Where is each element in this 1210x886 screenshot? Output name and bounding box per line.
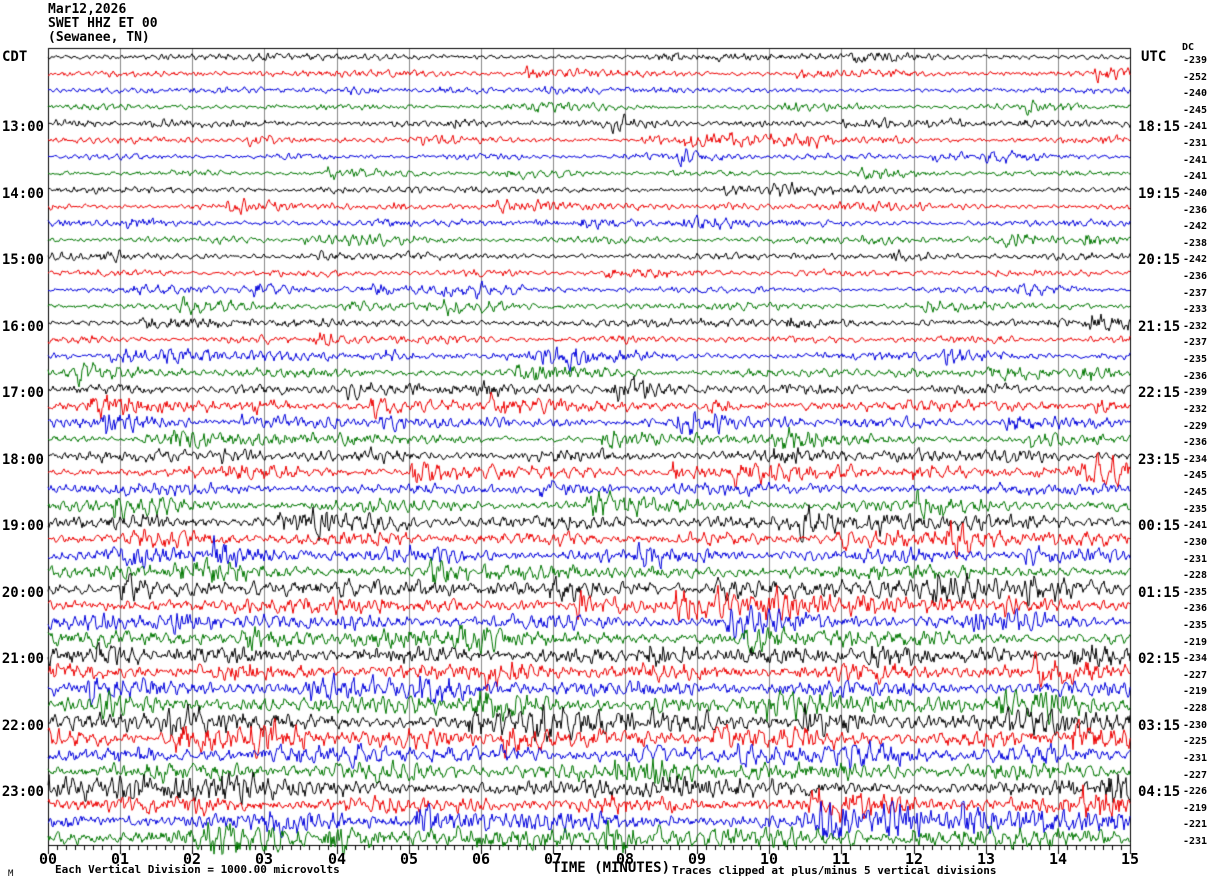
minute-label-03: 03 bbox=[254, 850, 274, 868]
dc-value-row-7: -241 bbox=[1183, 171, 1208, 182]
dc-value-row-40: -230 bbox=[1183, 720, 1208, 731]
utc-label-21:15: 21:15 bbox=[1138, 319, 1181, 335]
minute-label-05: 05 bbox=[399, 850, 419, 868]
cdt-label-13:00: 13:00 bbox=[1, 119, 44, 135]
dc-value-row-16: -232 bbox=[1183, 321, 1208, 332]
dc-value-row-18: -235 bbox=[1183, 354, 1208, 365]
dc-value-row-32: -235 bbox=[1183, 587, 1208, 598]
dc-value-row-25: -245 bbox=[1183, 470, 1208, 481]
dc-value-row-28: -241 bbox=[1183, 520, 1208, 531]
minute-label-13: 13 bbox=[976, 850, 996, 868]
minute-label-09: 09 bbox=[687, 850, 707, 868]
dc-value-row-38: -219 bbox=[1183, 686, 1208, 697]
utc-label-03:15: 03:15 bbox=[1138, 718, 1181, 734]
dc-value-row-14: -237 bbox=[1183, 288, 1208, 299]
minute-label-10: 10 bbox=[759, 850, 779, 868]
cdt-label-20:00: 20:00 bbox=[1, 585, 44, 601]
dc-value-row-17: -237 bbox=[1183, 337, 1208, 348]
utc-label-22:15: 22:15 bbox=[1138, 385, 1181, 401]
dc-value-row-42: -231 bbox=[1183, 753, 1208, 764]
clip-note: Traces clipped at plus/minus 5 vertical … bbox=[672, 864, 997, 877]
dc-value-row-33: -236 bbox=[1183, 603, 1208, 614]
cdt-label-18:00: 18:00 bbox=[1, 452, 44, 468]
utc-label-01:15: 01:15 bbox=[1138, 585, 1181, 601]
minute-label-07: 07 bbox=[543, 850, 563, 868]
minute-label-04: 04 bbox=[327, 850, 347, 868]
scale-note: Each Vertical Division = 1000.00 microvo… bbox=[55, 863, 340, 876]
title-station: SWET HHZ ET 00 bbox=[48, 16, 158, 31]
dc-value-row-8: -240 bbox=[1183, 188, 1208, 199]
dc-value-row-20: -239 bbox=[1183, 387, 1208, 398]
dc-value-row-29: -230 bbox=[1183, 537, 1208, 548]
utc-label-00:15: 00:15 bbox=[1138, 518, 1181, 534]
cdt-label-23:00: 23:00 bbox=[1, 784, 44, 800]
minute-label-15: 15 bbox=[1120, 850, 1140, 868]
minute-label-11: 11 bbox=[831, 850, 851, 868]
dc-value-row-6: -241 bbox=[1183, 155, 1208, 166]
dc-value-row-4: -241 bbox=[1183, 121, 1208, 132]
dc-value-row-24: -234 bbox=[1183, 454, 1208, 465]
utc-label-02:15: 02:15 bbox=[1138, 651, 1181, 667]
cdt-label-22:00: 22:00 bbox=[1, 718, 44, 734]
dc-value-row-1: -252 bbox=[1183, 72, 1208, 83]
dc-value-row-34: -235 bbox=[1183, 620, 1208, 631]
dc-value-row-45: -219 bbox=[1183, 803, 1208, 814]
dc-value-row-41: -225 bbox=[1183, 736, 1208, 747]
watermark-glyph: M bbox=[8, 869, 14, 879]
minute-label-00: 00 bbox=[38, 850, 58, 868]
cdt-label-15:00: 15:00 bbox=[1, 252, 44, 268]
utc-label-19:15: 19:15 bbox=[1138, 186, 1181, 202]
dc-offset-header: DC bbox=[1182, 42, 1195, 53]
dc-value-row-46: -221 bbox=[1183, 819, 1208, 830]
dc-value-row-2: -240 bbox=[1183, 88, 1208, 99]
utc-label-23:15: 23:15 bbox=[1138, 452, 1181, 468]
dc-value-row-27: -235 bbox=[1183, 504, 1208, 515]
title-date: Mar12,2026 bbox=[48, 2, 127, 17]
dc-value-row-11: -238 bbox=[1183, 238, 1208, 249]
dc-value-row-19: -236 bbox=[1183, 371, 1208, 382]
cdt-label-14:00: 14:00 bbox=[1, 186, 44, 202]
minute-label-06: 06 bbox=[471, 850, 491, 868]
cdt-label-16:00: 16:00 bbox=[1, 319, 44, 335]
utc-label-04:15: 04:15 bbox=[1138, 784, 1181, 800]
dc-value-row-13: -236 bbox=[1183, 271, 1208, 282]
dc-value-row-12: -242 bbox=[1183, 254, 1208, 265]
utc-label-18:15: 18:15 bbox=[1138, 119, 1181, 135]
minute-label-08: 08 bbox=[615, 850, 635, 868]
dc-value-row-43: -227 bbox=[1183, 770, 1208, 781]
dc-value-row-15: -233 bbox=[1183, 304, 1208, 315]
dc-value-row-3: -245 bbox=[1183, 105, 1208, 116]
left-timezone-label: CDT bbox=[2, 49, 28, 65]
minute-label-14: 14 bbox=[1048, 850, 1068, 868]
dc-value-row-21: -232 bbox=[1183, 404, 1208, 415]
cdt-label-21:00: 21:00 bbox=[1, 651, 44, 667]
dc-value-row-10: -242 bbox=[1183, 221, 1208, 232]
dc-value-row-22: -229 bbox=[1183, 421, 1208, 432]
dc-value-row-47: -231 bbox=[1183, 836, 1208, 847]
dc-value-row-26: -245 bbox=[1183, 487, 1208, 498]
minute-label-02: 02 bbox=[182, 850, 202, 868]
right-timezone-label: UTC bbox=[1141, 49, 1167, 65]
minute-label-01: 01 bbox=[110, 850, 130, 868]
dc-value-row-37: -227 bbox=[1183, 670, 1208, 681]
utc-label-20:15: 20:15 bbox=[1138, 252, 1181, 268]
cdt-label-19:00: 19:00 bbox=[1, 518, 44, 534]
dc-value-row-44: -226 bbox=[1183, 786, 1208, 797]
dc-value-row-30: -231 bbox=[1183, 554, 1208, 565]
dc-value-row-0: -239 bbox=[1183, 55, 1208, 66]
dc-value-row-39: -228 bbox=[1183, 703, 1208, 714]
dc-value-row-9: -236 bbox=[1183, 205, 1208, 216]
dc-value-row-5: -231 bbox=[1183, 138, 1208, 149]
dc-value-row-35: -219 bbox=[1183, 637, 1208, 648]
cdt-label-17:00: 17:00 bbox=[1, 385, 44, 401]
title-location: (Sewanee, TN) bbox=[48, 30, 150, 45]
minute-label-12: 12 bbox=[904, 850, 924, 868]
x-axis-label: TIME (MINUTES) bbox=[552, 860, 671, 876]
dc-value-row-36: -234 bbox=[1183, 653, 1208, 664]
dc-value-row-31: -228 bbox=[1183, 570, 1208, 581]
dc-value-row-23: -236 bbox=[1183, 437, 1208, 448]
